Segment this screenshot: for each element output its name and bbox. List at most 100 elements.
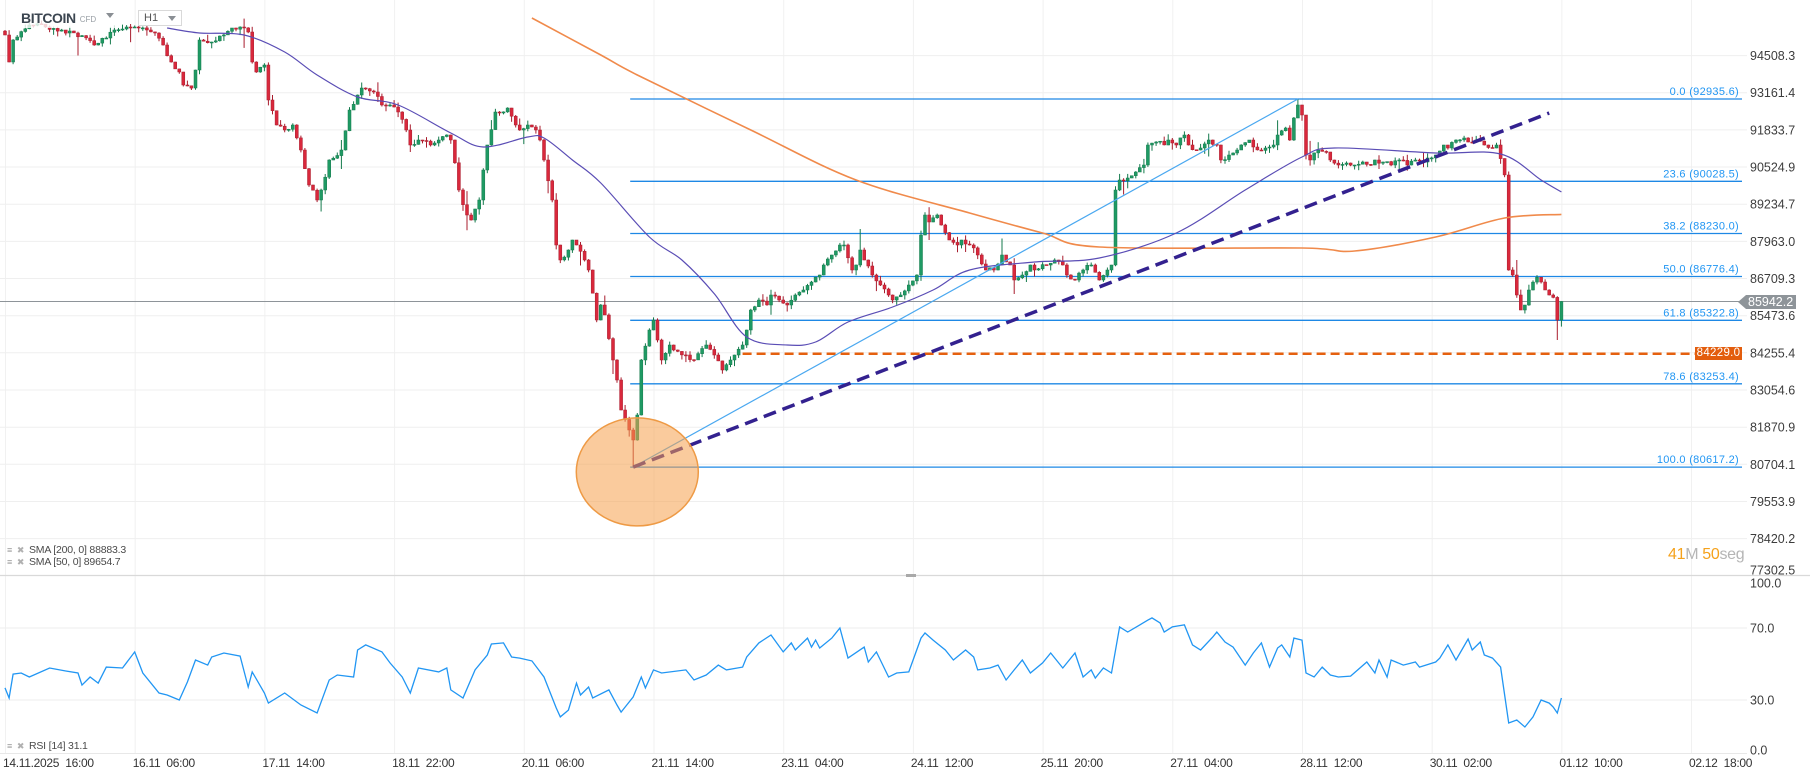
bearish-candle <box>169 54 173 63</box>
fib-anchor-line[interactable] <box>632 98 1299 468</box>
bullish-candle <box>226 30 230 36</box>
bearish-candle <box>278 120 283 127</box>
bearish-candle <box>76 31 80 56</box>
bearish-candle <box>1486 144 1491 149</box>
bearish-candle <box>846 243 850 264</box>
bearish-candle <box>282 123 287 133</box>
bullish-candle <box>1028 264 1033 272</box>
legend-rsi-text: RSI [14] 31.1 <box>29 740 88 752</box>
bullish-candle <box>68 26 72 38</box>
bullish-candle <box>1085 262 1089 274</box>
bullish-candle <box>813 276 818 283</box>
pane-resize-handle[interactable] <box>906 574 916 577</box>
bullish-candle <box>907 280 911 294</box>
bullish-candle <box>388 103 392 107</box>
sma200-line <box>531 17 1562 253</box>
bullish-candle <box>120 24 125 31</box>
price-axis[interactable]: 94508.3 93161.4 91833.7 90524.9 89234.7 87963… <box>1750 49 1795 577</box>
bearish-candle <box>878 275 883 286</box>
bearish-candle <box>1490 144 1495 149</box>
bearish-candle <box>1065 263 1069 278</box>
bullish-candle <box>323 174 327 195</box>
close-icon[interactable]: ✖ <box>16 556 25 567</box>
bullish-candle <box>1340 162 1345 170</box>
rsi-line <box>4 617 1563 728</box>
bullish-candle <box>894 296 899 305</box>
bullish-candle <box>108 26 113 45</box>
bullish-candle <box>1182 131 1187 142</box>
bearish-candle <box>886 287 891 297</box>
bullish-candle <box>667 341 672 357</box>
fib-label: 50.0 (86776.4) <box>1663 264 1739 276</box>
rsi-axis[interactable]: 100.0 70.0 30.0 0.0 <box>1750 577 1781 758</box>
time-axis-label: 23.11 04:00 <box>781 756 844 770</box>
bearish-candle <box>404 118 408 133</box>
bullish-candle <box>104 36 109 40</box>
bullish-candle <box>355 94 360 105</box>
list-icon[interactable]: ≡ <box>6 557 13 567</box>
bullish-candle <box>1020 271 1025 280</box>
list-icon[interactable]: ≡ <box>6 545 13 555</box>
bearish-candle <box>712 346 717 359</box>
bearish-candle <box>1251 137 1256 153</box>
bearish-candle <box>1506 171 1511 271</box>
bearish-candle <box>655 318 660 343</box>
bearish-candle <box>980 253 984 266</box>
close-icon[interactable]: ✖ <box>16 740 25 751</box>
bullish-candle <box>903 289 907 300</box>
bullish-candle <box>1016 276 1021 281</box>
instrument-selector[interactable]: BITCOIN CFD <box>15 8 121 28</box>
highlight-circle[interactable] <box>575 417 700 527</box>
legend-sma50-text: SMA [50, 0] 89654.7 <box>29 556 121 568</box>
bullish-candle <box>744 329 749 348</box>
bullish-candle <box>489 120 494 146</box>
bearish-candle <box>295 124 299 140</box>
time-axis-label: 25.11 20:00 <box>1041 756 1104 770</box>
price-axis-label: 77302.5 <box>1750 564 1795 578</box>
time-axis-label: 28.11 12:00 <box>1300 756 1363 770</box>
bullish-candle <box>238 26 242 36</box>
countdown-minutes-unit: M <box>1685 546 1699 563</box>
bullish-candle <box>1198 143 1203 151</box>
bearish-candle <box>890 294 895 304</box>
bullish-candle <box>599 304 603 321</box>
bearish-candle <box>975 246 980 260</box>
bearish-candle <box>1211 139 1215 147</box>
bullish-candle <box>1312 152 1316 165</box>
bearish-candle <box>1328 151 1333 162</box>
bearish-candle <box>1377 155 1381 169</box>
bearish-candle <box>1348 162 1353 167</box>
bearish-candle <box>303 148 307 169</box>
timeframe-dropdown[interactable]: H1 <box>138 10 182 26</box>
bullish-candle <box>805 283 810 295</box>
rsi-axis-label: 30.0 <box>1750 694 1774 708</box>
bullish-candle <box>100 37 105 47</box>
fibonacci-retracement[interactable] <box>630 98 1742 468</box>
bearish-candle <box>882 282 887 294</box>
trendline-dashed[interactable] <box>632 111 1550 469</box>
price-axis-label: 83054.6 <box>1750 384 1795 398</box>
close-icon[interactable]: ✖ <box>16 544 25 555</box>
bearish-candle <box>1259 147 1264 152</box>
bullish-candle <box>753 305 757 313</box>
list-icon[interactable]: ≡ <box>6 741 13 751</box>
bearish-candle <box>1401 156 1406 162</box>
bullish-candle <box>1271 139 1276 149</box>
price-axis-label: 93161.4 <box>1750 86 1795 100</box>
bullish-candle <box>1109 264 1114 273</box>
chevron-down-icon[interactable] <box>106 13 115 18</box>
bullish-candle <box>809 280 814 290</box>
bullish-candle <box>445 134 449 138</box>
bullish-candle <box>286 128 291 132</box>
bullish-candle <box>643 343 648 366</box>
bearish-candle <box>659 338 664 365</box>
bullish-candle <box>1235 147 1239 156</box>
price-axis-label: 90524.9 <box>1750 161 1795 175</box>
bullish-candle <box>526 120 530 132</box>
countdown-seconds: 50 <box>1702 546 1720 563</box>
fib-labels: 0.0 (92935.6) 23.6 (90028.5) 38.2 (88230.0… <box>1657 86 1739 466</box>
time-axis[interactable]: 14.11.2025 16:00 16.11 06:00 17.11 14:00 18… <box>3 756 1753 770</box>
bearish-candle <box>870 261 875 278</box>
